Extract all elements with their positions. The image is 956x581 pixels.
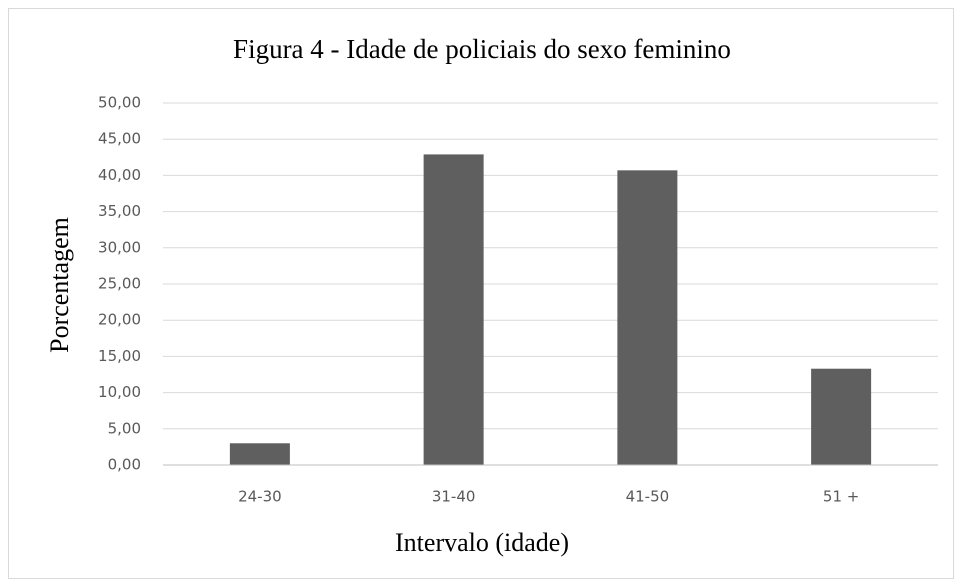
y-tick-label: 25,00 xyxy=(98,275,141,293)
bar xyxy=(811,368,872,465)
bar xyxy=(229,443,290,465)
y-tick-label: 0,00 xyxy=(108,456,141,474)
y-axis-label: Porcentagem xyxy=(45,217,74,353)
y-tick-label: 40,00 xyxy=(98,166,141,184)
y-tick-label: 35,00 xyxy=(98,202,141,220)
y-tick-label: 45,00 xyxy=(98,130,141,148)
x-tick-label: 41-50 xyxy=(626,488,670,506)
y-tick-label: 10,00 xyxy=(98,383,141,401)
x-tick-label: 24-30 xyxy=(238,488,282,506)
y-tick-label: 50,00 xyxy=(98,94,141,112)
x-tick-label: 51 + xyxy=(823,488,859,506)
x-axis-label: Intervalo (idade) xyxy=(395,528,569,557)
y-tick-label: 5,00 xyxy=(108,419,141,437)
x-tick-label: 31-40 xyxy=(432,488,476,506)
y-tick-label: 30,00 xyxy=(98,238,141,256)
bar xyxy=(423,154,484,466)
y-tick-label: 15,00 xyxy=(98,347,141,365)
bar xyxy=(617,170,678,465)
y-tick-label: 20,00 xyxy=(98,311,141,329)
chart-title: Figura 4 - Idade de policiais do sexo fe… xyxy=(233,34,731,64)
